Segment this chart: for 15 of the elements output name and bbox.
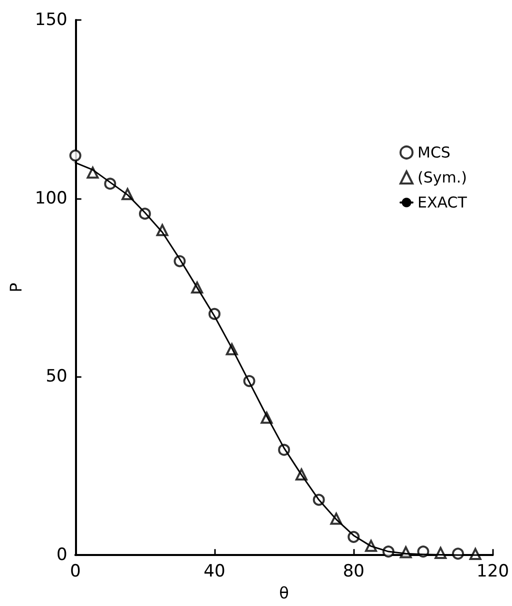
y-tick-label: 0 xyxy=(56,545,68,566)
x-tick-label: 120 xyxy=(476,562,510,582)
y-tick-label: 150 xyxy=(34,10,68,30)
legend-label: (Sym.) xyxy=(418,168,467,186)
y-axis-title: P xyxy=(6,282,26,292)
y-tick-label: 50 xyxy=(46,366,68,387)
legend-label: MCS xyxy=(418,144,450,162)
point xyxy=(69,150,82,162)
legend-label: EXACT xyxy=(418,194,468,212)
x-tick-label: 80 xyxy=(342,562,364,582)
x-tick-label: 40 xyxy=(204,562,226,582)
x-tick-label: 0 xyxy=(70,562,81,582)
point xyxy=(86,166,99,179)
x-axis-title: θ xyxy=(279,584,289,602)
y-tick-label: 100 xyxy=(34,188,68,208)
